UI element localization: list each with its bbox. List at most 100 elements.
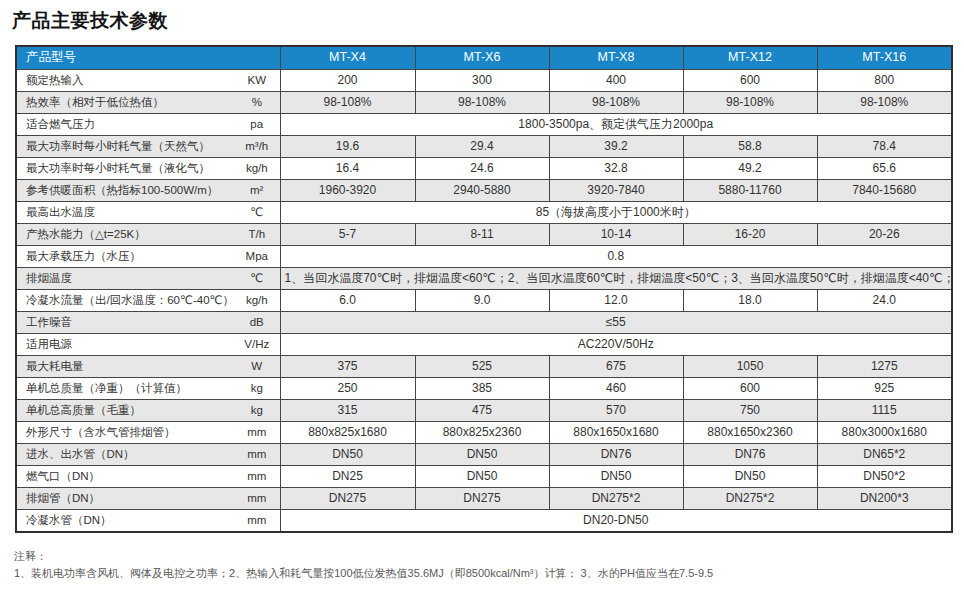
table-row: 排烟温度℃1、当回水温度70℃时，排烟温度<60℃；2、当回水温度60℃时，排烟… [16,267,952,289]
table-row: 热效率（相对于低位热值）%98-108%98-108%98-108%98-108… [16,91,952,113]
param-value: 32.8 [549,157,683,179]
table-row: 参考供暖面积（热指标100-500W/m）m²1960-39202940-588… [16,179,952,201]
param-value: DN275*2 [683,487,817,509]
param-value: 8-11 [415,223,549,245]
param-label: 排烟温度 [16,267,234,289]
param-label: 参考供暖面积（热指标100-500W/m） [16,179,234,201]
param-unit: mm [234,465,280,487]
param-label: 最大耗电量 [16,355,234,377]
param-value: DN50*2 [817,465,952,487]
param-value-merged: ≤55 [280,311,952,333]
param-value: 315 [280,399,415,421]
param-unit: m³/h [234,135,280,157]
param-unit: mm [234,421,280,443]
param-value: 1275 [817,355,952,377]
param-label: 排烟管（DN） [16,487,234,509]
param-label: 外形尺寸（含水气管排烟管） [16,421,234,443]
param-value: 675 [549,355,683,377]
param-value: 1115 [817,399,952,421]
param-unit: dB [234,311,280,333]
param-label: 进水、出水管（DN） [16,443,234,465]
column-header-model: MT-X4 [280,46,415,69]
param-value: 880x1650x2360 [683,421,817,443]
table-row: 最大耗电量W37552567510501275 [16,355,952,377]
page: 产品主要技术参数 产品型号 MT-X4MT-X6MT-X8MT-X12MT-X1… [0,0,964,582]
column-header-model: MT-X8 [549,46,683,69]
param-label: 单机总质量（净重）（计算值） [16,377,234,399]
param-value: 18.0 [683,289,817,311]
param-value: 98-108% [683,91,817,113]
param-value: 98-108% [817,91,952,113]
param-value: DN76 [549,443,683,465]
param-value: 460 [549,377,683,399]
param-unit: kg [234,377,280,399]
param-value: 3920-7840 [549,179,683,201]
table-row: 单机总质量（净重）（计算值）kg250385460600925 [16,377,952,399]
table-row: 工作噪音dB≤55 [16,311,952,333]
table-row: 适合燃气压力pa1800-3500pa、额定供气压力2000pa [16,113,952,135]
param-value: DN275 [280,487,415,509]
param-value: DN65*2 [817,443,952,465]
param-value: 19.6 [280,135,415,157]
table-row: 燃气口（DN）mmDN25DN50DN50DN50DN50*2 [16,465,952,487]
param-value: 880x1650x1680 [549,421,683,443]
column-header-model: MT-X12 [683,46,817,69]
table-row: 最大功率时每小时耗气量（液化气）kg/h16.424.632.849.265.6 [16,157,952,179]
param-value: DN275*2 [549,487,683,509]
param-value: 400 [549,69,683,91]
param-value: 250 [280,377,415,399]
table-row: 最大功率时每小时耗气量（天然气）m³/h19.629.439.258.878.4 [16,135,952,157]
param-label: 额定热输入 [16,69,234,91]
param-value-merged: AC220V/50Hz [280,333,952,355]
param-unit: kg/h [234,289,280,311]
param-value: 9.0 [415,289,549,311]
param-value: DN76 [683,443,817,465]
column-header-model: MT-X6 [415,46,549,69]
param-label: 产热水能力（△t=25K） [16,223,234,245]
param-value: 300 [415,69,549,91]
param-label: 冷凝水管（DN） [16,509,234,532]
param-unit: kg/h [234,157,280,179]
param-value: 200 [280,69,415,91]
param-unit: % [234,91,280,113]
param-unit: mm [234,443,280,465]
param-value: DN50 [683,465,817,487]
param-value-merged: 0.8 [280,245,952,267]
param-label: 单机总高质量（毛重） [16,399,234,421]
param-value: 65.6 [817,157,952,179]
page-title: 产品主要技术参数 [12,8,950,34]
param-value: 24.6 [415,157,549,179]
param-value: 1050 [683,355,817,377]
param-value: 39.2 [549,135,683,157]
table-row: 冷凝水流量（出/回水温度：60℃-40℃）kg/h6.09.012.018.02… [16,289,952,311]
param-value: 10-14 [549,223,683,245]
param-unit: ℃ [234,201,280,223]
param-label: 最大功率时每小时耗气量（液化气） [16,157,234,179]
spec-table-body: 额定热输入KW200300400600800热效率（相对于低位热值）%98-10… [16,69,952,532]
param-value: 385 [415,377,549,399]
param-value: 880x825x1680 [280,421,415,443]
param-value: DN50 [415,465,549,487]
param-value: 12.0 [549,289,683,311]
param-label: 冷凝水流量（出/回水温度：60℃-40℃） [16,289,234,311]
param-value: 925 [817,377,952,399]
table-row: 最高出水温度℃85（海拔高度小于1000米时） [16,201,952,223]
table-row: 外形尺寸（含水气管排烟管）mm880x825x1680880x825x23608… [16,421,952,443]
column-header-model: MT-X16 [817,46,952,69]
table-row: 冷凝水管（DN）mmDN20-DN50 [16,509,952,532]
param-unit: ℃ [234,267,280,289]
notes-section: 注释： 1、装机电功率含风机、阀体及电控之功率；2、热输入和耗气量按100低位发… [14,548,950,582]
param-value: 98-108% [280,91,415,113]
param-unit: Mpa [234,245,280,267]
param-value: 58.8 [683,135,817,157]
param-value: DN50 [280,443,415,465]
param-label: 适用电源 [16,333,234,355]
param-value: 1960-3920 [280,179,415,201]
param-value: DN200*3 [817,487,952,509]
param-value: 375 [280,355,415,377]
param-value-merged: 1、当回水温度70℃时，排烟温度<60℃；2、当回水温度60℃时，排烟温度<50… [280,267,952,289]
param-value: 24.0 [817,289,952,311]
param-value: 800 [817,69,952,91]
param-value: 16-20 [683,223,817,245]
param-unit: kg [234,399,280,421]
